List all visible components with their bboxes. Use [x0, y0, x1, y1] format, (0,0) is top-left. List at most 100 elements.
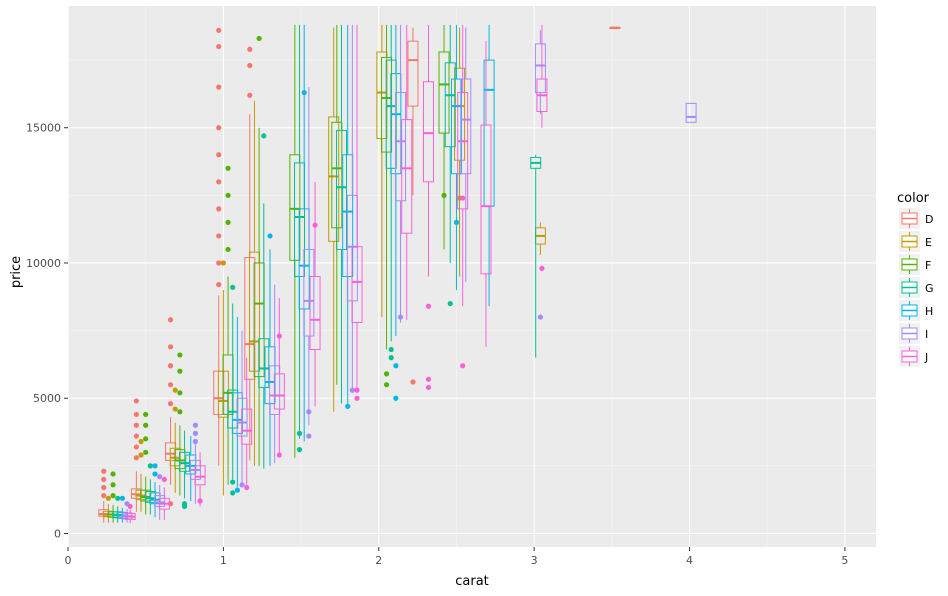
legend-item-H: H: [899, 300, 933, 321]
outlier-point: [537, 314, 543, 320]
box-H: [450, 24, 462, 291]
outlier-point: [192, 438, 199, 445]
box-body: [273, 373, 285, 410]
box-body: [457, 92, 469, 210]
outlier-point: [393, 363, 399, 369]
outlier-point: [115, 495, 121, 501]
outlier-point: [216, 233, 222, 239]
box-G: [335, 24, 347, 404]
box-body: [450, 78, 462, 175]
plot-panel: [68, 6, 876, 547]
box-J: [273, 298, 285, 458]
box-J: [241, 357, 253, 491]
outlier-point: [354, 395, 360, 401]
legend-label: J: [924, 351, 928, 364]
outlier-point: [167, 401, 174, 407]
outlier-point: [216, 27, 222, 33]
outlier-point: [133, 433, 139, 439]
outlier-point: [216, 179, 222, 185]
box-body: [179, 451, 191, 472]
legend-item-F: F: [899, 254, 931, 275]
outlier-point: [161, 476, 167, 482]
outlier-point: [152, 463, 158, 469]
legend-item-G: G: [899, 277, 934, 298]
box-I: [685, 102, 697, 123]
outlier-point: [230, 479, 236, 485]
box-I: [303, 87, 315, 439]
outlier-point: [460, 363, 466, 369]
box-D: [130, 398, 142, 512]
box-body: [422, 81, 434, 183]
outlier-point: [276, 333, 282, 339]
outlier-point: [225, 165, 231, 171]
x-tick-label: 0: [65, 554, 72, 567]
outlier-point: [110, 493, 116, 499]
outlier-point: [460, 195, 466, 201]
outlier-point: [147, 463, 153, 469]
x-tick-label: 1: [220, 554, 227, 567]
series-E: [102, 24, 546, 523]
box-body: [444, 62, 456, 148]
outlier-point: [138, 438, 144, 445]
outlier-point: [152, 471, 158, 477]
box-J: [309, 181, 321, 407]
x-tick-label: 3: [531, 554, 538, 567]
legend-label: I: [925, 328, 928, 341]
legend-item-I: I: [899, 323, 928, 344]
box-body: [407, 40, 419, 107]
outlier-point: [138, 452, 144, 458]
box-E: [169, 387, 181, 493]
outlier-point: [220, 260, 226, 266]
box-G: [530, 154, 542, 358]
box-body: [335, 129, 347, 250]
box-J: [422, 24, 434, 391]
outlier-point: [267, 233, 273, 239]
box-body: [534, 43, 546, 94]
box-body: [395, 92, 407, 202]
box-J: [158, 476, 170, 520]
outlier-point: [230, 284, 236, 290]
outlier-point: [157, 474, 163, 480]
outlier-point: [110, 471, 116, 477]
outlier-point: [216, 206, 222, 212]
outlier-point: [133, 444, 139, 450]
outlier-point: [216, 43, 222, 50]
x-tick-label: 4: [686, 554, 693, 567]
legend-label: H: [925, 305, 933, 318]
box-J: [457, 24, 469, 369]
outlier-point: [101, 476, 107, 482]
box-E: [328, 27, 340, 412]
outlier-point: [453, 219, 460, 225]
box-body: [480, 124, 492, 275]
outlier-point: [216, 152, 222, 158]
box-body: [309, 276, 321, 351]
legend-item-J: J: [899, 346, 928, 367]
box-H: [483, 24, 495, 307]
x-tick-label: 2: [375, 554, 382, 567]
y-tick-label: 10000: [26, 257, 61, 270]
outlier-point: [216, 260, 222, 266]
outlier-point: [256, 35, 262, 42]
box-F: [140, 411, 152, 515]
legend-label: G: [925, 282, 934, 295]
outlier-point: [539, 265, 545, 271]
outlier-point: [383, 382, 390, 388]
box-G: [179, 430, 191, 510]
outlier-point: [393, 395, 399, 401]
legend-item-E: E: [899, 231, 932, 252]
box-J: [351, 24, 363, 401]
outlier-point: [354, 387, 360, 393]
outlier-point: [425, 376, 432, 382]
legend-label: F: [925, 259, 931, 272]
outlier-point: [110, 482, 116, 488]
box-body: [454, 67, 466, 161]
box-I: [534, 30, 546, 320]
outlier-point: [388, 355, 394, 361]
box-G: [444, 24, 456, 307]
series-J: [124, 24, 548, 524]
outlier-point: [306, 409, 312, 415]
